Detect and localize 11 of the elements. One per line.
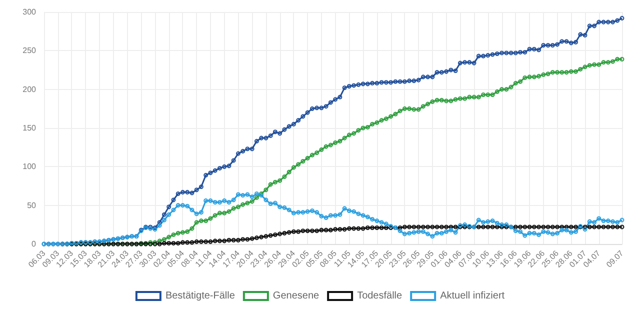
y-tick-label: 50 xyxy=(27,200,37,210)
y-tick-label: 100 xyxy=(22,162,37,172)
y-tick-label: 0 xyxy=(32,240,37,248)
legend-label: Todesfälle xyxy=(357,290,403,302)
y-tick-label: 300 xyxy=(22,8,37,16)
legend-label: Bestätigte-Fälle xyxy=(165,290,236,302)
legend-label: Aktuell infiziert xyxy=(440,290,505,302)
y-tick-label: 200 xyxy=(22,84,37,94)
y-tick-label: 150 xyxy=(22,124,37,132)
y-tick-label: 250 xyxy=(22,46,37,56)
legend-label: Genesene xyxy=(272,290,320,302)
